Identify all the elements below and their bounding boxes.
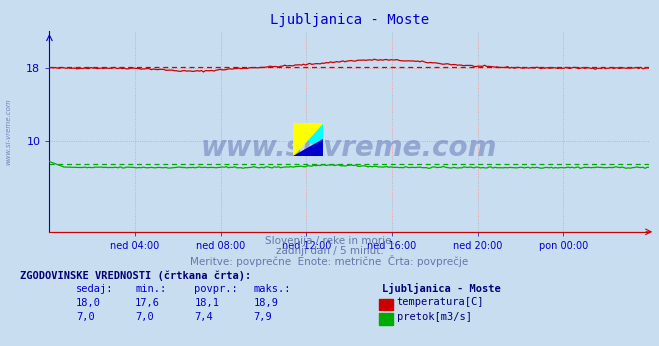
Polygon shape: [293, 139, 323, 156]
Text: 18,0: 18,0: [76, 298, 101, 308]
Title: Ljubljanica - Moste: Ljubljanica - Moste: [270, 13, 429, 27]
Text: povpr.:: povpr.:: [194, 284, 238, 294]
Text: ZGODOVINSKE VREDNOSTI (črtkana črta):: ZGODOVINSKE VREDNOSTI (črtkana črta):: [20, 270, 251, 281]
Text: 18,9: 18,9: [254, 298, 279, 308]
Text: 7,9: 7,9: [254, 312, 272, 322]
Text: Ljubljanica - Moste: Ljubljanica - Moste: [382, 283, 501, 294]
Text: sedaj:: sedaj:: [76, 284, 113, 294]
Text: www.si-vreme.com: www.si-vreme.com: [201, 134, 498, 162]
Text: 17,6: 17,6: [135, 298, 160, 308]
Polygon shape: [293, 123, 323, 156]
Polygon shape: [293, 123, 323, 156]
Text: 7,0: 7,0: [135, 312, 154, 322]
Text: Meritve: povprečne  Enote: metrične  Črta: povprečje: Meritve: povprečne Enote: metrične Črta:…: [190, 255, 469, 267]
Text: temperatura[C]: temperatura[C]: [397, 297, 484, 307]
Text: 18,1: 18,1: [194, 298, 219, 308]
Text: 7,4: 7,4: [194, 312, 213, 322]
Text: min.:: min.:: [135, 284, 166, 294]
Text: www.si-vreme.com: www.si-vreme.com: [5, 98, 11, 165]
Text: maks.:: maks.:: [254, 284, 291, 294]
Text: 7,0: 7,0: [76, 312, 94, 322]
Text: zadnji dan / 5 minut.: zadnji dan / 5 minut.: [275, 246, 384, 256]
Text: pretok[m3/s]: pretok[m3/s]: [397, 312, 472, 322]
Text: Slovenija / reke in morje.: Slovenija / reke in morje.: [264, 236, 395, 246]
